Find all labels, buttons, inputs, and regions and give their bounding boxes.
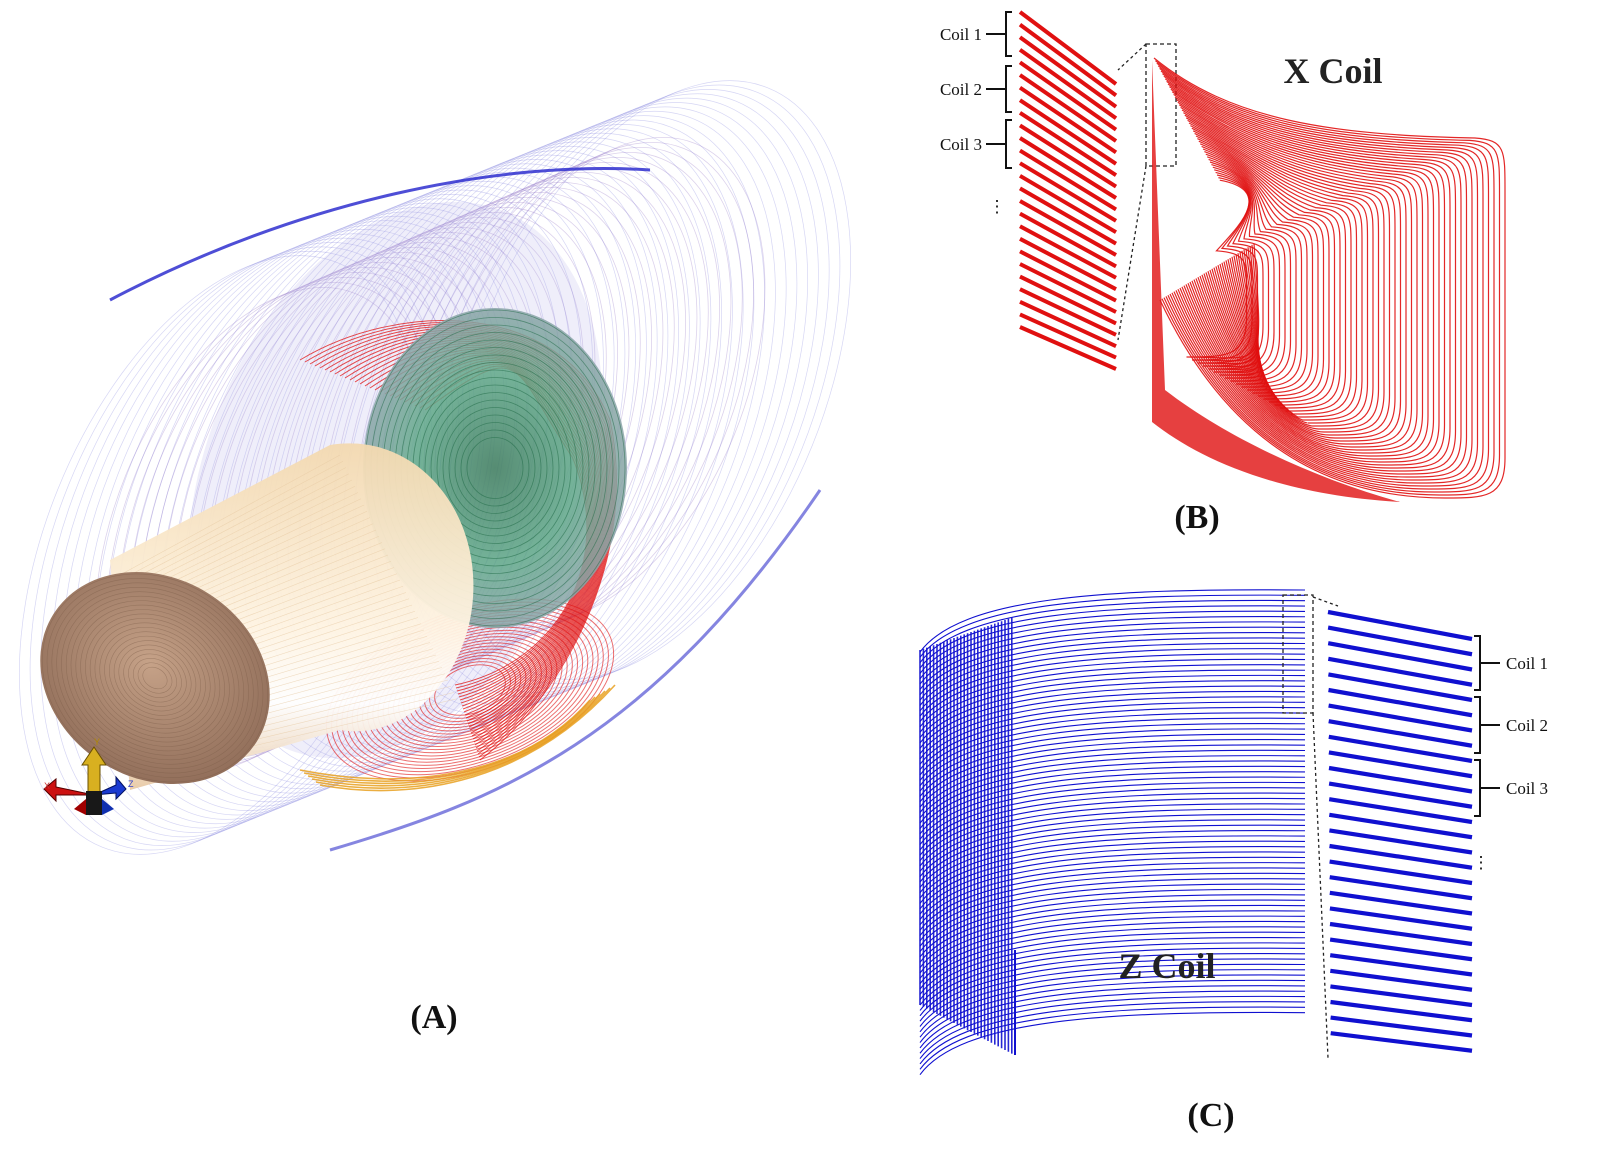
panel-a-mri-coil-assembly: X Y Z (A) xyxy=(19,80,851,1036)
panel-b-x-coil: Coil 1 Coil 2 Coil 3 ⋮ X Coil (B) xyxy=(940,10,1506,536)
x-coil-label-3: Coil 3 xyxy=(940,135,982,154)
x-coil-bracket-2: Coil 2 xyxy=(940,65,1012,113)
z-coil-bracket-1: Coil 1 xyxy=(1474,635,1548,691)
panel-b-label: (B) xyxy=(1174,499,1219,536)
x-coil-title: X Coil xyxy=(1284,51,1383,91)
x-coil-label-1: Coil 1 xyxy=(940,25,982,44)
panel-a-label: (A) xyxy=(410,999,457,1036)
z-coil-bracket-3: Coil 3 xyxy=(1474,759,1548,817)
z-coil-zoomed-windings xyxy=(1327,609,1473,1053)
x-coil-group-brackets: Coil 1 Coil 2 Coil 3 xyxy=(940,11,1012,169)
panel-c-label: (C) xyxy=(1187,1097,1234,1134)
x-coil-zoomed-windings xyxy=(1018,10,1118,371)
x-coil-ellipsis: ⋮ xyxy=(989,197,1006,216)
x-coil-winding-pattern xyxy=(1152,57,1506,502)
y-axis-letter: Y xyxy=(94,737,100,747)
z-coil-ellipsis: ⋮ xyxy=(1473,853,1490,872)
gold-coil-windings xyxy=(299,684,616,792)
triad-origin-cube xyxy=(86,791,102,815)
x-coil-bracket-1: Coil 1 xyxy=(940,11,1012,57)
z-coil-zoom-box xyxy=(1282,594,1314,714)
z-coil-cylinder-windings xyxy=(919,589,1306,1075)
patient-body-model xyxy=(40,443,474,790)
outer-shield-edge-bottom xyxy=(329,489,822,852)
x-coil-bracket-3: Coil 3 xyxy=(940,119,1012,169)
z-coil-group-brackets: Coil 1 Coil 2 Coil 3 xyxy=(1474,635,1548,817)
x-coil-zoom-box xyxy=(1145,43,1177,167)
z-coil-label-3: Coil 3 xyxy=(1506,779,1548,798)
y-axis-arrow-icon xyxy=(81,746,107,796)
z-axis-letter: Z xyxy=(128,779,134,789)
z-coil-bracket-2: Coil 2 xyxy=(1474,696,1548,754)
panel-c-z-coil: Coil 1 Coil 2 Coil 3 ⋮ Z Coil (C) xyxy=(919,589,1548,1134)
z-coil-title: Z Coil xyxy=(1118,946,1215,986)
x-axis-letter: X xyxy=(44,781,50,791)
coordinate-axes-triad: X Y Z xyxy=(43,737,134,815)
patient-body-end-face xyxy=(40,572,270,784)
outer-shield-edge-top xyxy=(109,167,651,302)
z-coil-label-1: Coil 1 xyxy=(1506,654,1548,673)
x-coil-label-2: Coil 2 xyxy=(940,80,982,99)
z-coil-label-2: Coil 2 xyxy=(1506,716,1548,735)
x-axis-arrow-icon xyxy=(43,777,95,803)
